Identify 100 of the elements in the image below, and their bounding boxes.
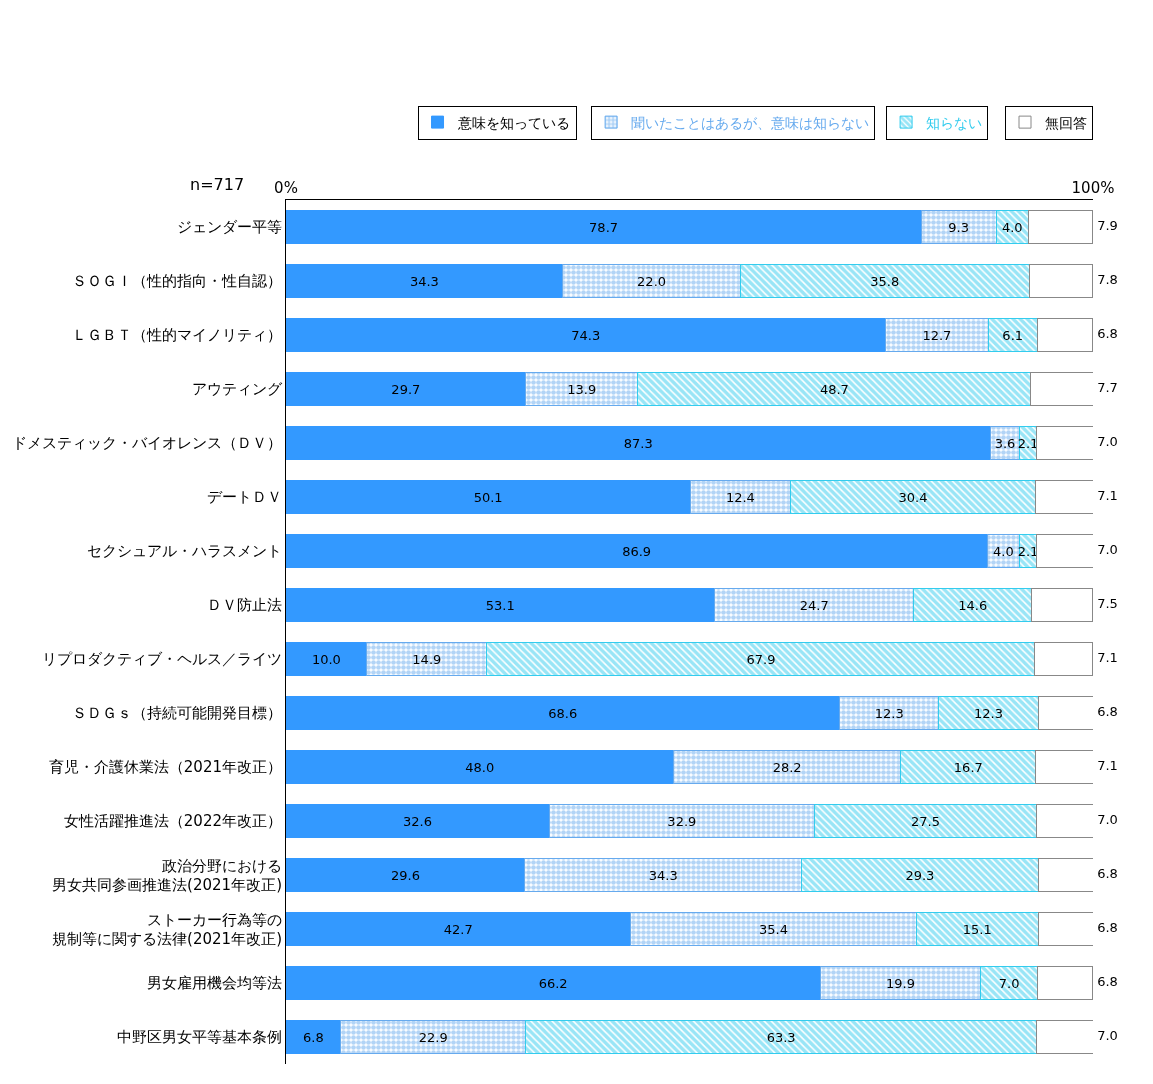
y-tick-label: 育児・介護休業法（2021年改正） [48,758,282,777]
bar [286,911,632,947]
data-label: 63.3 [766,1029,796,1045]
bar [672,749,902,785]
bar [801,857,1039,893]
bar [1028,263,1093,299]
data-label: 29.3 [905,867,935,883]
data-label: 7.1 [1093,488,1118,504]
data-label: 66.2 [538,975,568,991]
bar [286,479,691,515]
data-label: 7.0 [1093,434,1118,450]
data-label: 78.7 [589,219,619,235]
bar [1035,479,1093,515]
data-label: 4.0 [1001,219,1023,235]
bar [286,587,716,623]
y-tick-label: ＳＯＧＩ（性的指向・性自認） [72,272,282,291]
data-label: 35.8 [870,273,900,289]
data-label: 15.1 [962,921,992,937]
bar [286,209,922,245]
y-tick-label: デートＤＶ [207,488,282,507]
bar [915,911,1039,947]
bar [1027,209,1093,245]
data-label: 27.5 [911,813,941,829]
data-label: 22.0 [637,273,667,289]
data-label: 6.8 [1093,866,1118,882]
bar [286,857,526,893]
data-label: 87.3 [623,435,653,451]
legend-label: 意味を知っている [456,114,570,131]
bar [630,911,917,947]
data-label: 42.7 [443,921,473,937]
data-label: 12.3 [874,705,904,721]
data-label: 6.8 [1093,704,1118,720]
bar [637,371,1032,407]
bar [938,695,1039,731]
data-label: 7.7 [1093,380,1118,396]
data-label: 34.3 [409,273,439,289]
data-label: 6.8 [1093,326,1118,342]
y-tick-label: ドメスティック・バイオレンス（ＤＶ） [12,434,282,453]
data-label: 10.0 [311,651,341,667]
bar [714,587,915,623]
bar [286,371,527,407]
data-label: 48.0 [465,759,495,775]
data-label: 32.9 [667,813,697,829]
data-label: 9.3 [948,219,969,235]
data-label: 35.4 [758,921,788,937]
bar [286,965,821,1001]
bar [913,587,1033,623]
bar [1035,749,1093,785]
bar [1036,533,1093,569]
data-label: 3.6 [994,435,1016,451]
data-label: 6.8 [1093,974,1118,990]
bar [1037,857,1093,893]
legend-label: 無回答 [1045,114,1087,131]
bar [739,263,1030,299]
x-tick-label: 0% [274,179,298,197]
bar [524,857,803,893]
bar [689,479,791,515]
y-tick-label: アウティング [192,380,283,399]
bar [286,263,564,299]
data-label: 30.4 [898,489,928,505]
data-label: 7.0 [1093,1028,1118,1044]
data-label: 19.9 [886,975,916,991]
bar [885,317,989,353]
y-tick-label: ＬＧＢＴ（性的マイノリティ） [72,326,282,345]
data-label: 7.1 [1093,758,1118,774]
data-label: 68.6 [548,705,578,721]
data-label: 16.7 [953,759,983,775]
bar [920,209,997,245]
data-label: 29.7 [391,381,421,397]
data-label: 7.5 [1093,596,1118,612]
bar [286,1019,342,1055]
data-label: 2.1 [1017,435,1039,451]
data-label: 29.6 [390,867,420,883]
bar [789,479,1037,515]
data-label: 24.7 [799,597,829,613]
data-label: 6.1 [1002,327,1024,343]
bar [980,965,1038,1001]
data-label: 74.3 [571,327,601,343]
text: 聞いたことはあるが、意味は知らない [631,114,870,131]
data-label: 50.1 [473,489,503,505]
data-label: 12.7 [922,327,952,343]
bar [1036,317,1093,353]
data-label: 13.9 [567,381,597,397]
data-label: 7.0 [998,975,1020,991]
text: n=717 [190,175,245,194]
y-tick-label: ジェンダー平等 [177,218,282,237]
bar [286,533,988,569]
data-label: 28.2 [772,759,802,775]
y-tick-label: 中野区男女平等基本条例 [117,1028,282,1047]
data-label: 32.6 [403,813,433,829]
bar [286,695,841,731]
bar [1037,911,1093,947]
y-tick-label: 男女雇用機会均等法 [147,974,282,993]
data-label: 48.7 [819,381,849,397]
data-label: 7.8 [1093,272,1118,288]
bar [286,749,674,785]
data-label: 12.4 [725,489,755,505]
data-label: 67.9 [746,651,776,667]
bar [819,965,982,1001]
bar [548,803,816,839]
